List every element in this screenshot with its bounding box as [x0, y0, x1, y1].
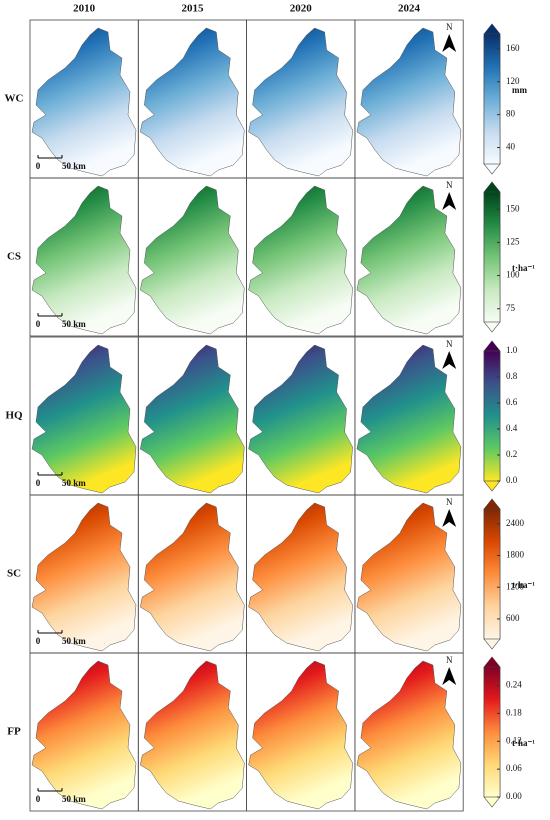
colorbar [483, 350, 501, 482]
row-label: CS [7, 251, 21, 263]
colorbar-tick-label: 150 [506, 203, 520, 213]
colorbar-tick-label: 0.4 [506, 423, 518, 433]
map-region [139, 344, 245, 494]
map-region [356, 344, 462, 494]
north-label: N [446, 22, 453, 32]
map-region [31, 660, 137, 810]
map-region [356, 660, 462, 810]
map-region [248, 185, 354, 335]
colorbar [483, 666, 501, 798]
row-label: FP [7, 726, 21, 738]
colorbar-tick-label: 120 [506, 76, 520, 86]
map-region [356, 185, 462, 335]
map-region [139, 185, 245, 335]
colorbar-unit: mm [512, 85, 527, 95]
map-panel [354, 652, 464, 812]
map-region [248, 344, 354, 494]
map-region [139, 502, 245, 652]
colorbar-tick-label: 1.0 [506, 345, 518, 355]
north-label: N [446, 180, 453, 190]
map-region [31, 185, 137, 335]
colorbar [483, 191, 501, 323]
colorbar-tick-label: 0.00 [506, 791, 522, 801]
scale-label: 0 [36, 478, 41, 488]
colorbar-tick-label: 40 [506, 142, 516, 152]
map-region [139, 27, 245, 177]
map-region [356, 502, 462, 652]
north-label: N [446, 497, 453, 507]
colorbar-unit: t·ha⁻¹ [512, 738, 535, 748]
column-header: 2015 [181, 3, 204, 15]
map-panel [354, 177, 464, 337]
north-label: N [446, 655, 453, 665]
north-arrow [442, 34, 457, 52]
colorbar-tick-label: 0.06 [506, 763, 522, 773]
colorbar-tick-label: 1200 [506, 581, 525, 591]
scale-label: 0 [36, 794, 41, 804]
colorbar-tick-label: 125 [506, 236, 520, 246]
scale-label: 0 [36, 319, 41, 329]
colorbar-tick-label: 0.18 [506, 707, 522, 717]
colorbar-tick-label: 600 [506, 613, 520, 623]
map-region [31, 27, 137, 177]
column-header: 2010 [73, 3, 96, 15]
colorbar-tip [484, 657, 500, 667]
scale-label: 50 km [62, 161, 86, 171]
scale-label: 0 [36, 161, 41, 171]
colorbar-tip [484, 182, 500, 192]
colorbar-tick-label: 1800 [506, 550, 525, 560]
row-label: SC [7, 568, 21, 580]
colorbar-tick-label: 2400 [506, 518, 525, 528]
scale-label: 50 km [62, 636, 86, 646]
scale-label: 50 km [62, 319, 86, 329]
colorbar-tick-label: 75 [506, 303, 516, 313]
map-region [248, 27, 354, 177]
north-label: N [446, 339, 453, 349]
colorbar-tick-label: 0.8 [506, 371, 518, 381]
colorbar-unit: t·ha⁻¹ [512, 263, 535, 273]
column-header: 2024 [398, 3, 421, 15]
colorbar-tip [484, 341, 500, 351]
map-region [31, 344, 137, 494]
colorbar-tick-label: 0.2 [506, 449, 517, 459]
colorbar-tick-label: 0.12 [506, 735, 522, 745]
north-arrow [442, 667, 457, 685]
map-region [31, 502, 137, 652]
colorbar-tick-label: 0.24 [506, 680, 522, 690]
row-label: HQ [5, 410, 23, 422]
colorbar-tick-label: 0.0 [506, 475, 518, 485]
colorbar [483, 33, 501, 165]
colorbar-tick-label: 100 [506, 270, 520, 280]
north-arrow [442, 351, 457, 369]
map-region [139, 660, 245, 810]
colorbar-unit: t·ha⁻¹ [512, 580, 535, 590]
colorbar-tick-label: 160 [506, 43, 520, 53]
map-region [248, 502, 354, 652]
colorbar [483, 508, 501, 640]
row-label: WC [5, 93, 24, 105]
map-region [356, 27, 462, 177]
colorbar-tip [484, 499, 500, 509]
colorbar-tick-label: 80 [506, 109, 516, 119]
colorbar-tick-label: 0.6 [506, 397, 518, 407]
colorbar-tip [484, 24, 500, 34]
scale-label: 50 km [62, 478, 86, 488]
north-arrow [442, 509, 457, 527]
north-arrow [442, 192, 457, 210]
scale-label: 50 km [62, 794, 86, 804]
column-header: 2020 [290, 3, 313, 15]
scale-label: 0 [36, 636, 41, 646]
map-region [248, 660, 354, 810]
